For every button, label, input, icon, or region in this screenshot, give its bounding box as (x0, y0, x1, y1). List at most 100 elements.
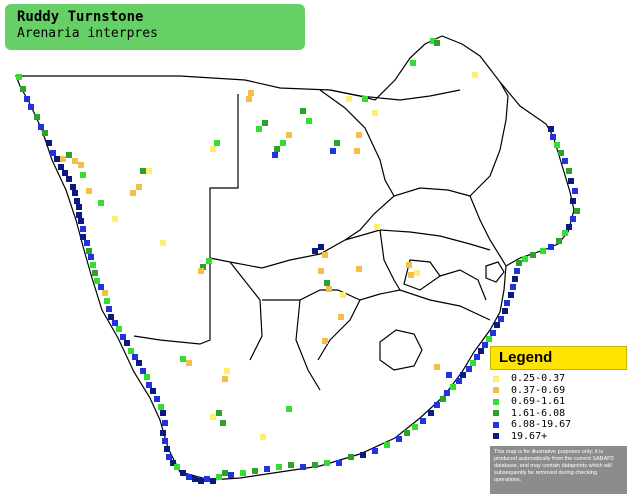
record-square (482, 342, 488, 348)
coastline (15, 35, 575, 481)
record-square (566, 168, 572, 174)
record-square (406, 262, 412, 268)
record-square (300, 464, 306, 470)
legend-item: 0.37-0.69 (493, 385, 571, 397)
record-square (144, 374, 150, 380)
record-square (516, 260, 522, 266)
record-square (450, 384, 456, 390)
lesotho (379, 329, 423, 371)
legend-list: 0.25-0.37 0.37-0.69 0.69-1.61 1.61-6.08 … (493, 373, 571, 442)
legend-disclaimer: This map is for illustrative purposes on… (490, 446, 627, 494)
record-square (490, 330, 496, 336)
record-square (60, 156, 66, 162)
legend-header: Legend (490, 346, 627, 370)
record-square (326, 286, 332, 292)
record-square (372, 110, 378, 116)
record-square (272, 152, 278, 158)
record-square (558, 150, 564, 156)
record-square (260, 434, 266, 440)
record-square (286, 406, 292, 412)
record-square (136, 360, 142, 366)
record-square (514, 268, 520, 274)
record-square (348, 454, 354, 460)
record-square (228, 472, 234, 478)
record-square (140, 168, 146, 174)
record-square (572, 188, 578, 194)
record-square (70, 184, 76, 190)
record-square (312, 248, 318, 254)
record-square (90, 262, 96, 268)
record-square (224, 368, 230, 374)
record-square (322, 252, 328, 258)
record-square (470, 360, 476, 366)
record-square (444, 390, 450, 396)
record-square (240, 470, 246, 476)
record-square (276, 464, 282, 470)
record-square (336, 460, 342, 466)
record-square (92, 270, 98, 276)
record-square (504, 300, 510, 306)
record-square (162, 438, 168, 444)
record-square (154, 396, 160, 402)
record-square (446, 372, 452, 378)
record-square (62, 170, 68, 176)
record-square (322, 338, 328, 344)
record-square (300, 108, 306, 114)
record-square (86, 188, 92, 194)
country-borders (15, 35, 575, 481)
legend-swatch (493, 421, 499, 428)
record-square (562, 158, 568, 164)
record-square (146, 168, 152, 174)
province-border-2 (262, 289, 491, 321)
legend-item: 1.61-6.08 (493, 408, 571, 420)
record-square (128, 348, 134, 354)
record-square (120, 334, 126, 340)
border-botswana-sa (209, 187, 471, 269)
province-border-7 (439, 269, 487, 301)
record-square (106, 306, 112, 312)
record-square (548, 244, 554, 250)
swaziland (485, 261, 505, 283)
record-square (116, 326, 122, 332)
record-square (412, 424, 418, 430)
record-square (162, 420, 168, 426)
record-square (324, 280, 330, 286)
record-square (474, 354, 480, 360)
record-square (174, 464, 180, 470)
record-square (372, 448, 378, 454)
record-square (486, 336, 492, 342)
record-square (34, 114, 40, 120)
record-square (570, 198, 576, 204)
record-square (408, 272, 414, 278)
record-square (160, 430, 166, 436)
record-square (50, 150, 56, 156)
record-square (318, 268, 324, 274)
record-square (478, 348, 484, 354)
record-square (568, 178, 574, 184)
record-square (160, 240, 166, 246)
record-square (74, 198, 80, 204)
record-square (356, 266, 362, 272)
record-square (200, 264, 206, 270)
record-square (420, 418, 426, 424)
record-square (330, 148, 336, 154)
province-border-6 (403, 259, 441, 291)
record-square (66, 176, 72, 182)
record-square (46, 140, 52, 146)
record-square (216, 410, 222, 416)
record-square (180, 356, 186, 362)
border-namibia-sa (133, 258, 211, 345)
legend-item: 6.08-19.67 (493, 419, 571, 431)
record-square (530, 252, 536, 258)
record-square (562, 230, 568, 236)
record-square (124, 340, 130, 346)
legend-swatch (493, 410, 499, 417)
record-square (146, 382, 152, 388)
record-square (306, 118, 312, 124)
border-namibia-botswana (209, 94, 239, 258)
record-square (192, 476, 198, 482)
record-square (434, 402, 440, 408)
record-square (502, 308, 508, 314)
record-square (104, 298, 110, 304)
province-border-4 (379, 229, 401, 291)
